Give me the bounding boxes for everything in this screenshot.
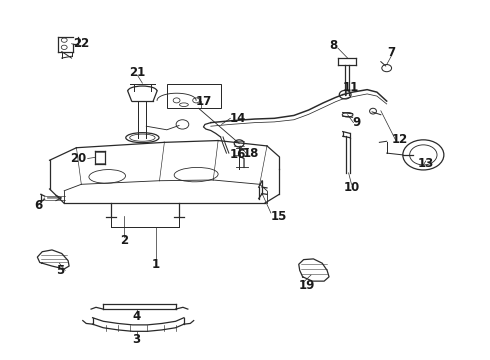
Text: 15: 15 bbox=[270, 210, 287, 223]
Text: 21: 21 bbox=[129, 66, 146, 79]
Text: 5: 5 bbox=[56, 264, 64, 277]
Text: 14: 14 bbox=[229, 112, 246, 125]
Text: 17: 17 bbox=[196, 95, 212, 108]
Bar bbox=[167, 84, 220, 108]
Text: 7: 7 bbox=[388, 46, 395, 59]
Text: 19: 19 bbox=[299, 279, 315, 292]
Text: 6: 6 bbox=[34, 199, 42, 212]
Text: 11: 11 bbox=[343, 81, 359, 94]
Text: 4: 4 bbox=[132, 310, 141, 324]
Text: 16: 16 bbox=[229, 148, 246, 161]
Text: 1: 1 bbox=[152, 258, 160, 271]
Text: 22: 22 bbox=[73, 36, 90, 50]
Text: 20: 20 bbox=[70, 152, 86, 165]
Text: 9: 9 bbox=[352, 116, 361, 129]
Text: 13: 13 bbox=[417, 157, 434, 170]
Text: 12: 12 bbox=[392, 133, 408, 146]
Text: 3: 3 bbox=[132, 333, 141, 346]
Text: 2: 2 bbox=[121, 234, 128, 247]
Text: 18: 18 bbox=[243, 147, 259, 159]
Text: 8: 8 bbox=[329, 39, 337, 52]
Text: 10: 10 bbox=[343, 181, 360, 194]
